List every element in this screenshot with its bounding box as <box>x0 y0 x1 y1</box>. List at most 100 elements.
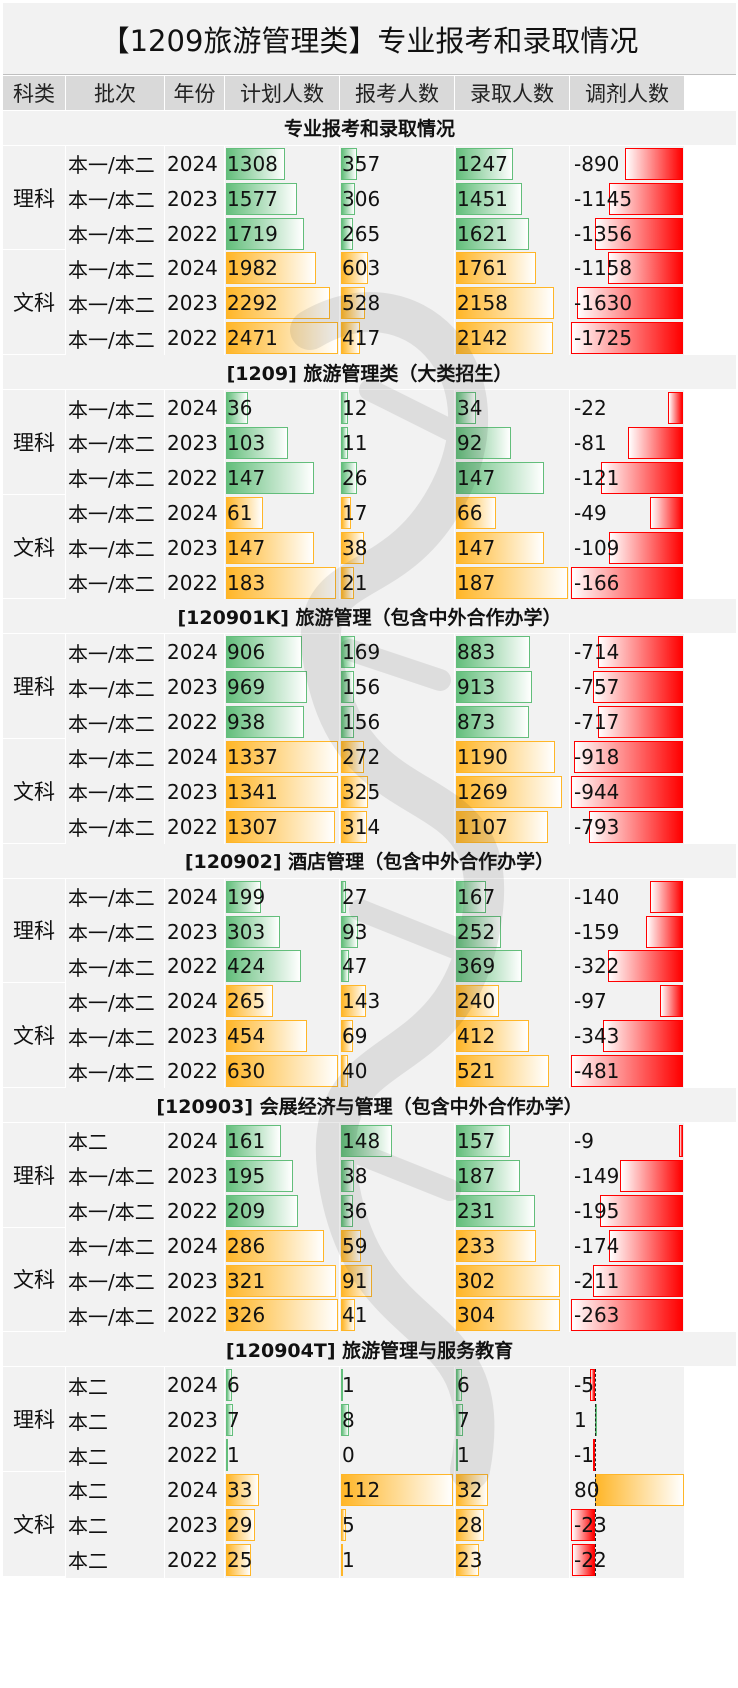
admit-bar <box>456 392 476 424</box>
plan-bar <box>226 322 338 355</box>
apply-cell <box>340 634 454 671</box>
admit-bar <box>456 217 529 250</box>
admit-bar <box>456 706 529 739</box>
adjust-negative-bar <box>650 880 683 913</box>
batch-cell: 本一/本二 <box>66 250 164 287</box>
apply-cell <box>340 669 454 706</box>
plan-bar <box>226 566 336 599</box>
apply-cell <box>340 494 454 531</box>
year-cell: 2023 <box>165 669 224 706</box>
apply-value: 272 <box>342 745 381 769</box>
admit-bar <box>456 915 501 948</box>
apply-cell <box>340 1018 454 1055</box>
admit-bar <box>456 775 562 808</box>
apply-cell <box>340 1157 454 1194</box>
adjust-negative-bar <box>609 531 683 564</box>
batch-cell: 本一/本二 <box>66 1157 164 1194</box>
adjust-value: 80 <box>574 1477 600 1502</box>
apply-value: 69 <box>342 1024 368 1049</box>
adjust-value: -22 <box>574 1547 607 1572</box>
batch-cell: 本一/本二 <box>66 1297 164 1334</box>
plan-bar <box>226 1159 293 1192</box>
table-row: 本一/本二 2023 969 156 913 -757 <box>0 669 738 706</box>
year-cell: 2022 <box>165 320 224 357</box>
admit-bar <box>456 880 486 913</box>
year-cell: 2023 <box>165 913 224 950</box>
admit-value: 34 <box>457 396 483 420</box>
adjust-value: -717 <box>574 710 620 735</box>
plan-bar <box>226 252 316 285</box>
adjust-positive-bar <box>595 1473 684 1506</box>
apply-cell <box>340 1437 454 1473</box>
table-row: 本二 2022 1 0 1 -1 <box>0 1437 738 1474</box>
apply-bar <box>341 880 346 913</box>
plan-value: 195 <box>227 1163 266 1188</box>
admit-bar <box>456 322 553 355</box>
apply-cell <box>340 564 454 601</box>
batch-cell: 本一/本二 <box>66 180 164 217</box>
apply-bar <box>341 1194 353 1227</box>
year-cell: 2024 <box>165 494 224 531</box>
adjust-value: -49 <box>574 500 607 525</box>
apply-value: 91 <box>342 1268 368 1293</box>
batch-cell: 本一/本二 <box>66 808 164 845</box>
plan-bar <box>226 392 248 424</box>
subject-cell: 理科 <box>3 390 65 494</box>
apply-value: 17 <box>342 500 368 525</box>
plan-bar <box>226 1299 338 1332</box>
adjust-value: -195 <box>574 1198 620 1223</box>
admit-value: 1269 <box>457 779 508 804</box>
admit-value: 2142 <box>457 326 508 351</box>
admit-bar <box>456 1194 535 1227</box>
admit-value: 240 <box>457 989 496 1014</box>
apply-cell <box>340 878 454 915</box>
table-row: 本一/本二 2024 1308 357 1247 -890 <box>0 145 738 183</box>
plan-bar <box>226 775 338 808</box>
adjust-negative-bar <box>574 741 683 773</box>
plan-value: 938 <box>227 710 266 735</box>
column-header: 计划人数 <box>225 76 339 110</box>
table-row: 本一/本二 2024 906 169 883 -714 <box>0 634 738 671</box>
adjust-negative-bar <box>595 217 683 250</box>
plan-value: 29 <box>227 1512 253 1537</box>
admit-value: 412 <box>457 1024 496 1049</box>
admit-bar <box>456 496 496 529</box>
adjust-value: -322 <box>574 954 620 979</box>
subject-cell: 理科 <box>3 634 65 738</box>
adjust-value: -81 <box>574 430 607 455</box>
batch-cell: 本一/本二 <box>66 494 164 531</box>
apply-value: 38 <box>342 1163 368 1188</box>
table-row: 本一/本二 2023 1577 306 1451 -1145 <box>0 180 738 218</box>
table-row: 本一/本二 2023 103 11 92 -81 <box>0 424 738 462</box>
subject-cell: 理科 <box>3 1367 65 1471</box>
apply-value: 27 <box>342 884 368 909</box>
plan-bar <box>226 950 301 983</box>
plan-bar <box>226 1264 336 1297</box>
apply-value: 38 <box>342 535 368 560</box>
plan-value: 1308 <box>227 151 278 176</box>
year-cell: 2022 <box>165 1053 224 1090</box>
subject-cell: 文科 <box>3 250 65 355</box>
apply-value: 21 <box>342 570 368 595</box>
table-row: 本一/本二 2023 2292 528 2158 -1630 <box>0 285 738 322</box>
apply-cell <box>340 1367 454 1404</box>
batch-cell: 本二 <box>66 1367 164 1404</box>
subject-cell: 理科 <box>3 1122 65 1227</box>
plan-value: 424 <box>227 954 266 979</box>
table-row: 本一/本二 2023 195 38 187 -149 <box>0 1157 738 1195</box>
plan-cell <box>225 1437 339 1473</box>
column-header: 报考人数 <box>340 76 454 110</box>
table-row: 本二 2023 7 8 7 1 <box>0 1402 738 1439</box>
apply-bar <box>341 775 368 808</box>
year-cell: 2024 <box>165 1227 224 1264</box>
plan-value: 161 <box>227 1128 266 1153</box>
apply-bar <box>341 1229 361 1262</box>
subject-cell: 理科 <box>3 145 65 250</box>
adjust-negative-bar <box>593 1264 683 1297</box>
adjust-negative-bar <box>571 775 683 808</box>
table-row: 本一/本二 2022 326 41 304 -263 <box>0 1297 738 1334</box>
admit-value: 883 <box>457 640 496 665</box>
admit-value: 302 <box>457 1268 496 1293</box>
batch-cell: 本一/本二 <box>66 564 164 601</box>
